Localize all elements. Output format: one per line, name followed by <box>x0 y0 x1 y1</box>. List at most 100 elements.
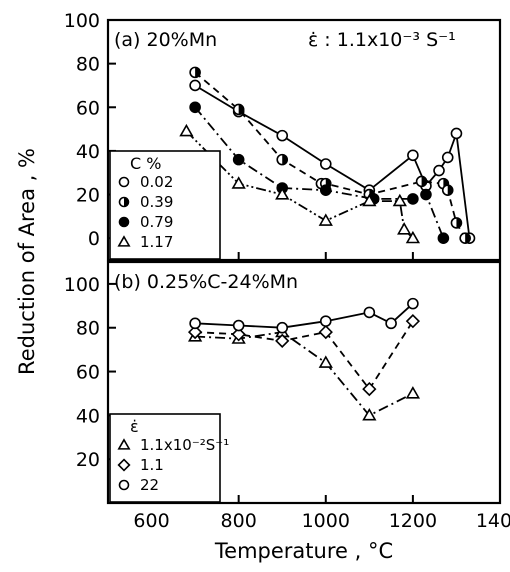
chart-0-series-2-point <box>420 188 432 201</box>
chart-1-series-1-point <box>362 381 377 397</box>
chart-1-ytick-label: 60 <box>76 362 100 384</box>
chart-0-legend-title: C % <box>130 154 161 173</box>
chart-1-series-2-point <box>407 297 419 310</box>
chart-0-legend-marker-shape <box>117 235 131 247</box>
chart-1-series-2-point <box>276 321 289 334</box>
chart-0-series-1-point <box>189 66 201 79</box>
chart-1-series-1-point-shape <box>275 333 290 349</box>
chart-1-legend-marker-shape <box>117 458 131 472</box>
chart-0-series-0-point-shape <box>450 127 463 140</box>
chart-1-series-1-point-shape <box>362 381 377 397</box>
chart-0-legend-marker <box>118 216 130 228</box>
chart-1-series-2-line <box>195 302 414 329</box>
chart-0-series-0-point <box>450 127 463 140</box>
chart-1-ytick-label: 20 <box>76 449 100 471</box>
chart-0-series-1-point-fill <box>456 217 462 228</box>
chart-0-series-3-point-shape <box>179 123 194 137</box>
chart-1-panel-label: (b) 0.25%C-24%Mn <box>114 271 298 293</box>
chart-0-ytick-label: 0 <box>88 228 100 250</box>
chart-1-xtick-label: 800 <box>221 510 257 532</box>
chart-0-series-0-point <box>441 151 454 164</box>
chart-1-series-1-point <box>231 327 246 342</box>
chart-0-legend-label: 0.39 <box>140 193 173 211</box>
chart-0-legend-marker <box>117 235 131 247</box>
chart-0-series-2-point-shape <box>437 232 450 244</box>
chart-0-ytick-label: 80 <box>76 54 100 76</box>
chart-0-series-1-point-fill <box>282 154 288 165</box>
chart-0-series-1-point <box>450 217 463 229</box>
chart-1-series-0-point-shape <box>318 355 333 368</box>
chart-1-xtick-label: 1200 <box>389 510 437 532</box>
chart-0-series-0-point <box>319 158 332 170</box>
chart-0-series-2-line <box>194 106 445 239</box>
chart-1-series-2-point-shape <box>232 319 245 332</box>
chart-0-series-3-point-shape <box>397 222 412 235</box>
chart-1-series-2-point-shape <box>276 321 289 334</box>
chart-0-series-1-point <box>232 103 245 116</box>
chart-0-legend-marker <box>118 196 130 208</box>
chart-0-ytick-label: 100 <box>64 10 100 32</box>
chart-1-series-1-point <box>275 333 290 349</box>
chart-0-series-1-point <box>441 184 454 196</box>
chart-0-series-3-point-shape <box>318 213 333 226</box>
chart-0-series-0-point <box>276 129 289 142</box>
chart-1-series-1-line <box>195 320 414 390</box>
chart-1-ytick-label: 40 <box>76 405 100 427</box>
chart-1-series-2-point <box>189 317 201 330</box>
chart-0-series-3-point-shape <box>392 193 407 207</box>
chart-0-series-1-point <box>415 175 428 188</box>
chart-1-plot-frame <box>106 260 502 505</box>
chart-1-ytick-label: 100 <box>64 274 100 296</box>
chart-1-xtick-label: 1400 <box>476 510 510 532</box>
chart-0-series-0-point-shape <box>276 129 289 142</box>
chart-0-series-2-point <box>232 153 245 166</box>
chart-1-series-0-line <box>195 331 414 417</box>
chart-0-series-0-point <box>433 164 445 177</box>
chart-0-legend-marker-shape <box>118 216 130 228</box>
chart-0-series-3-point <box>275 187 290 200</box>
chart-1-series-1-point-shape <box>318 324 333 340</box>
chart-0-series-0-point-shape <box>319 158 332 170</box>
chart-0-series-2-point <box>319 184 332 196</box>
chart-0-panel-label: (a) 20%Mn <box>114 29 217 51</box>
chart-0-series-3-point <box>362 193 377 207</box>
chart-0-annotation: ε̇ : 1.1x10⁻³ S⁻¹ <box>308 29 456 51</box>
chart-0-series-0-point-shape <box>407 149 419 162</box>
chart-0-series-3-point-shape <box>405 230 421 244</box>
chart-0-series-3-point-shape <box>231 176 246 189</box>
chart-0-series-2-point-shape <box>232 153 245 166</box>
chart-1-series-2-point <box>363 306 376 319</box>
chart-1-legend-marker-shape <box>117 438 131 450</box>
chart-1-legend-label: 1.1x10⁻²S⁻¹ <box>140 436 229 454</box>
chart-0-series-2-point-shape <box>407 193 419 205</box>
chart-0-series-0-point-shape <box>441 151 454 164</box>
chart-0-series-3-point <box>179 123 194 137</box>
chart-0-series-2-point <box>437 232 450 244</box>
chart-1-legend-label: 22 <box>140 476 159 494</box>
chart-1-series-2-point-shape <box>385 317 397 330</box>
y-axis-label: Reduction of Area , % <box>15 148 39 375</box>
chart-1-legend-marker <box>117 458 131 472</box>
chart-1-series-0-point-shape <box>405 386 421 399</box>
chart-0-series-1-point <box>459 232 471 244</box>
chart-0-legend-marker <box>118 176 130 188</box>
chart-1-series-0-point <box>362 408 377 421</box>
chart-0-series-3-point-shape <box>275 187 290 200</box>
chart-0-series-2-point <box>189 101 201 114</box>
chart-0-series-2-point-shape <box>189 101 201 114</box>
chart-1-ytick-label: 80 <box>76 318 100 340</box>
chart-0-series-3-point <box>392 193 407 207</box>
chart-1-series-0-point <box>318 355 333 368</box>
chart-0-series-2-point <box>407 193 419 205</box>
chart-1-series-1-point <box>405 314 421 329</box>
chart-1-series-2-point-shape <box>319 315 332 327</box>
chart-1-series-1-point <box>187 324 203 340</box>
chart-0-series-3-point <box>318 213 333 226</box>
chart-0-series-0-point-shape <box>189 79 201 92</box>
chart-1-series-0-point-shape <box>362 408 377 421</box>
chart-0-legend-marker-fill <box>124 197 129 207</box>
chart-0-series-1-point-fill <box>238 104 244 115</box>
chart-1-xtick-label: 1000 <box>302 510 350 532</box>
chart-1-series-1-point-shape <box>405 314 421 329</box>
